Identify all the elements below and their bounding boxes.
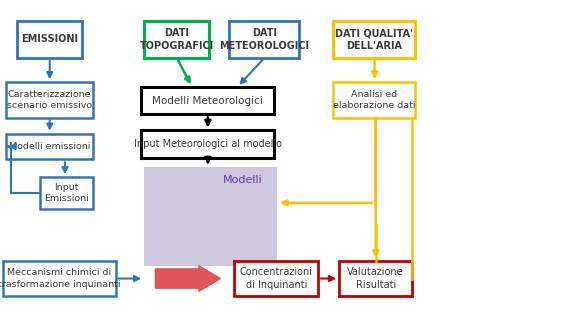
FancyBboxPatch shape <box>339 261 412 296</box>
FancyBboxPatch shape <box>333 21 415 58</box>
Text: Caratterizzazione
scenario emissivo: Caratterizzazione scenario emissivo <box>7 90 92 110</box>
FancyBboxPatch shape <box>6 82 93 118</box>
FancyBboxPatch shape <box>333 82 415 118</box>
FancyBboxPatch shape <box>141 87 274 114</box>
FancyBboxPatch shape <box>17 21 82 58</box>
Text: Valutazione
Risultati: Valutazione Risultati <box>347 267 404 290</box>
FancyArrow shape <box>155 266 220 291</box>
FancyBboxPatch shape <box>144 167 277 266</box>
Text: Input
Emissioni: Input Emissioni <box>44 183 89 203</box>
Text: Meccanismi chimici di
trasformazione inquinanti: Meccanismi chimici di trasformazione inq… <box>0 269 120 289</box>
FancyBboxPatch shape <box>141 130 274 158</box>
Text: Modelli Meteorologici: Modelli Meteorologici <box>152 96 263 106</box>
Text: DATI QUALITA'
DELL'ARIA: DATI QUALITA' DELL'ARIA <box>336 28 413 51</box>
Text: Analisi ed
elaborazione dati: Analisi ed elaborazione dati <box>333 90 416 110</box>
FancyBboxPatch shape <box>3 261 116 296</box>
Text: Modelli emissioni: Modelli emissioni <box>8 142 90 151</box>
Text: EMISSIONI: EMISSIONI <box>21 34 78 44</box>
Text: DATI
TOPOGRAFICI: DATI TOPOGRAFICI <box>140 28 214 51</box>
FancyBboxPatch shape <box>6 134 93 159</box>
FancyBboxPatch shape <box>234 261 318 296</box>
Text: Input Meteorologici al modello: Input Meteorologici al modello <box>134 139 281 149</box>
Text: Concentrazioni
di Inquinanti: Concentrazioni di Inquinanti <box>240 267 313 290</box>
Text: Modelli: Modelli <box>223 175 263 185</box>
FancyBboxPatch shape <box>144 21 209 58</box>
FancyBboxPatch shape <box>40 177 93 209</box>
FancyBboxPatch shape <box>229 21 299 58</box>
Text: DATI
METEOROLOGICI: DATI METEOROLOGICI <box>219 28 309 51</box>
